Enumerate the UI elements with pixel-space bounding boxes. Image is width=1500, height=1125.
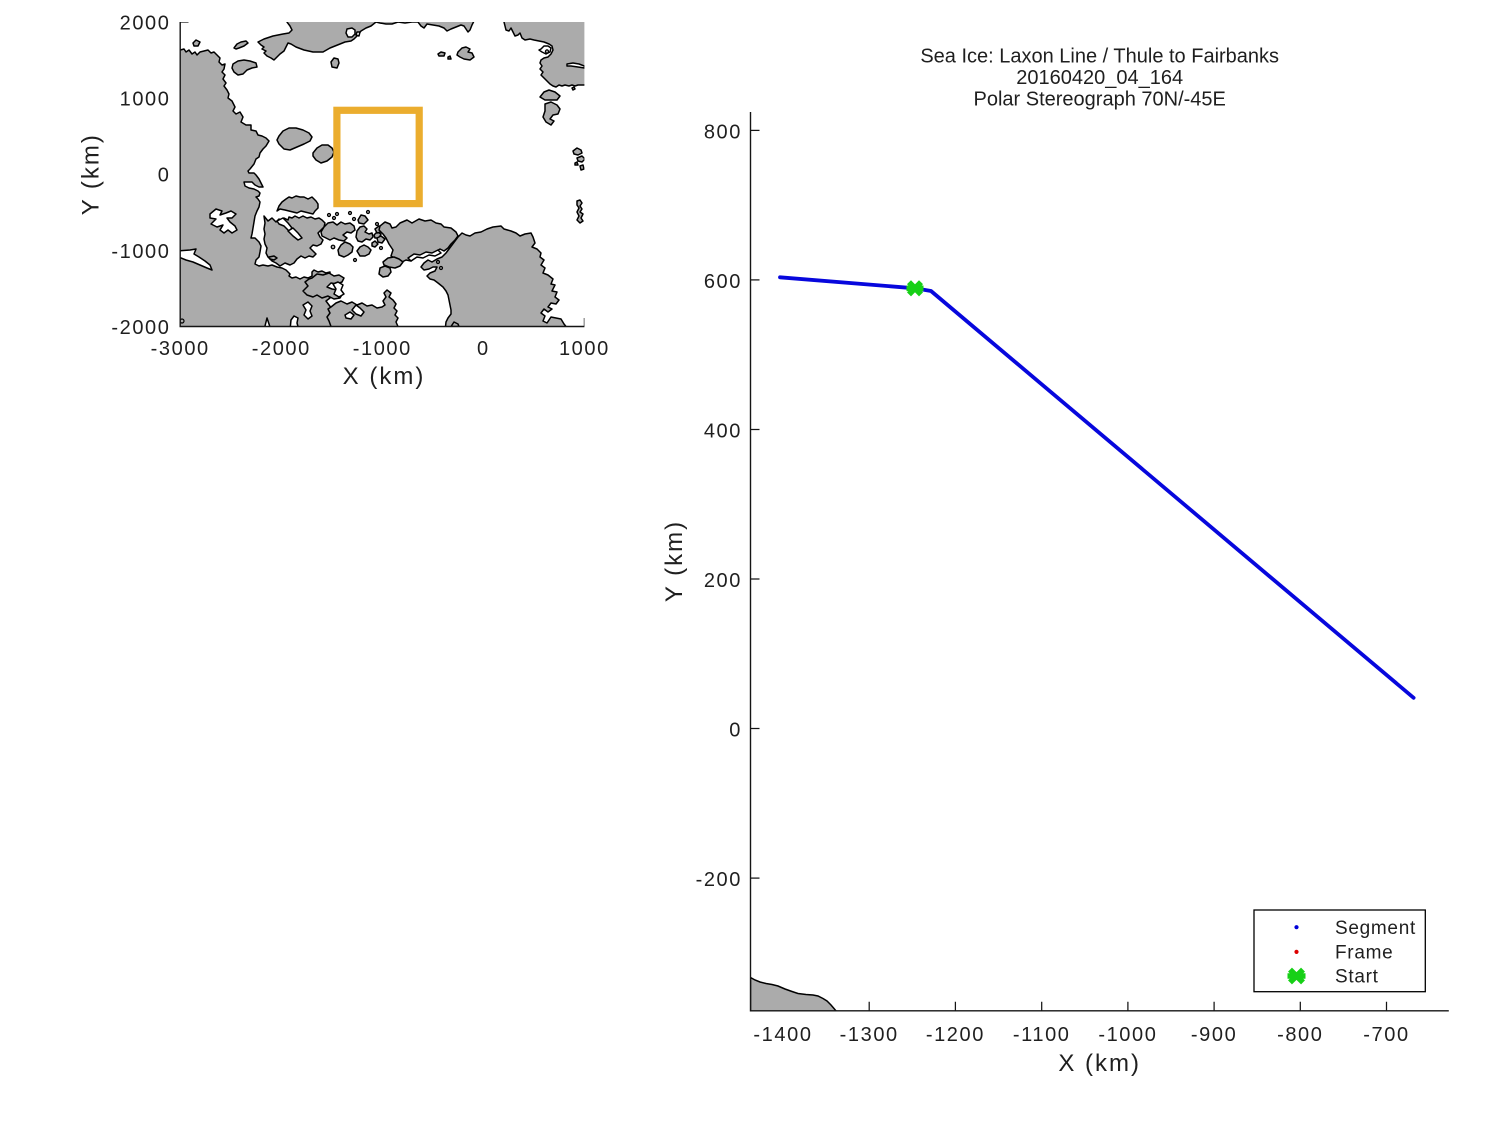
svg-text:-1300: -1300 xyxy=(840,1024,899,1046)
svg-text:-1000: -1000 xyxy=(1098,1024,1157,1046)
svg-text:-800: -800 xyxy=(1277,1024,1323,1046)
svg-text:0: 0 xyxy=(158,165,171,187)
svg-text:Y (km): Y (km) xyxy=(661,520,688,602)
svg-text:X (km): X (km) xyxy=(343,363,426,390)
svg-text:Sea Ice: Laxon Line / Thule to: Sea Ice: Laxon Line / Thule to Fairbanks xyxy=(920,45,1279,67)
svg-text:-1200: -1200 xyxy=(926,1024,985,1046)
svg-text:0: 0 xyxy=(477,338,490,360)
svg-text:Start: Start xyxy=(1335,967,1379,988)
svg-text:-200: -200 xyxy=(696,869,742,891)
svg-text:-3000: -3000 xyxy=(151,338,210,360)
svg-text:Polar Stereograph 70N/-45E: Polar Stereograph 70N/-45E xyxy=(974,89,1226,111)
svg-text:800: 800 xyxy=(704,121,742,143)
svg-text:400: 400 xyxy=(704,421,742,443)
svg-text:2000: 2000 xyxy=(120,13,171,35)
svg-text:Y (km): Y (km) xyxy=(78,133,105,215)
svg-text:-1100: -1100 xyxy=(1013,1024,1071,1046)
svg-text:1000: 1000 xyxy=(559,338,610,360)
svg-text:Frame: Frame xyxy=(1335,943,1393,964)
svg-text:200: 200 xyxy=(704,570,742,592)
svg-text:-900: -900 xyxy=(1191,1024,1237,1046)
svg-text:20160420_04_164: 20160420_04_164 xyxy=(1016,67,1183,89)
svg-text:-1000: -1000 xyxy=(353,338,412,360)
svg-text:-2000: -2000 xyxy=(111,317,170,339)
svg-text:0: 0 xyxy=(729,720,742,742)
svg-text:-1000: -1000 xyxy=(111,241,170,263)
svg-text:-700: -700 xyxy=(1363,1024,1409,1046)
svg-text:1000: 1000 xyxy=(120,89,171,111)
svg-text:-2000: -2000 xyxy=(252,338,311,360)
svg-text:-1400: -1400 xyxy=(753,1024,812,1046)
svg-text:Segment: Segment xyxy=(1335,918,1416,939)
svg-text:600: 600 xyxy=(704,271,742,293)
svg-text:X (km): X (km) xyxy=(1058,1050,1141,1077)
